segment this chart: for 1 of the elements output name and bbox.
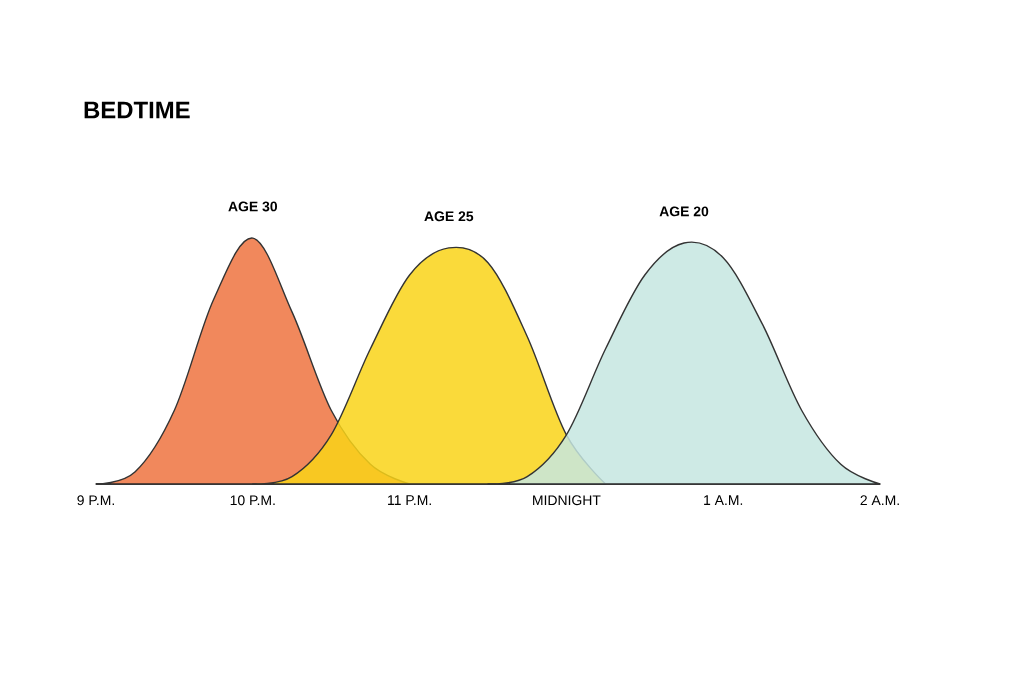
chart-title: BEDTIME (84, 101, 190, 119)
